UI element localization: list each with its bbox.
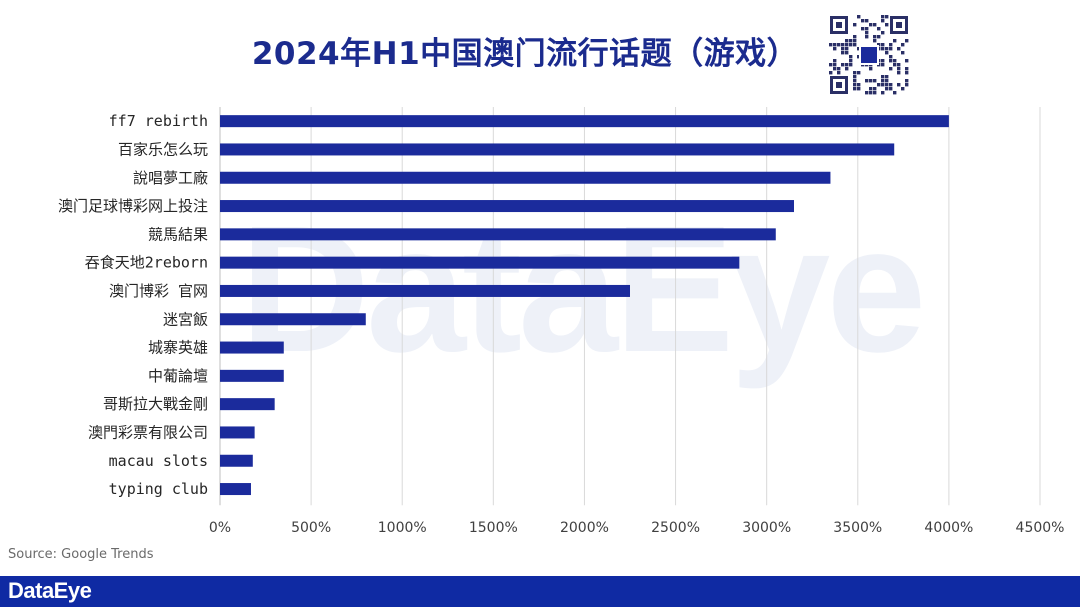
bar	[220, 313, 366, 326]
footer-bar: DataEye	[0, 576, 1080, 607]
bar	[220, 171, 831, 184]
x-tick-label: 4000%	[924, 520, 973, 536]
qr-code-icon	[828, 14, 910, 96]
category-label: 城寨英雄	[148, 339, 208, 357]
x-tick-label: 2000%	[560, 520, 609, 536]
bar	[220, 369, 284, 382]
bar-chart: ff7 rebirth 百家乐怎么玩說唱夢工廠澳门足球博彩网上投注競馬結果吞食天地…	[58, 107, 1065, 536]
category-label: ff7 rebirth	[109, 112, 208, 130]
category-label: 吞食天地2reborn	[85, 254, 208, 272]
category-label: 迷宮飯	[163, 310, 208, 328]
x-tick-label: 500%	[291, 520, 331, 536]
category-label: 說唱夢工廠	[133, 169, 208, 187]
category-label: 中葡論壇	[148, 367, 208, 385]
x-tick-label: 0%	[209, 520, 231, 536]
source-note: Source: Google Trends	[8, 547, 154, 562]
bar	[220, 200, 794, 213]
category-label: 澳门足球博彩网上投注	[58, 197, 208, 215]
x-tick-label: 3000%	[742, 520, 791, 536]
bar	[220, 483, 251, 496]
x-tick-label: 3500%	[833, 520, 882, 536]
category-label: 哥斯拉大戰金剛	[103, 395, 208, 413]
category-label: 澳門彩票有限公司	[88, 423, 208, 441]
category-label: macau slots	[109, 452, 208, 470]
x-tick-label: 1000%	[378, 520, 427, 536]
chart-title: 2024年H1中国澳门流行话题（游戏）	[251, 36, 799, 72]
bar	[220, 143, 895, 156]
x-tick-label: 2500%	[651, 520, 700, 536]
bar	[220, 398, 275, 411]
bar	[220, 426, 255, 439]
bar	[220, 256, 740, 269]
bar	[220, 454, 253, 467]
bar	[220, 228, 776, 241]
x-tick-label: 4500%	[1016, 520, 1065, 536]
category-label: typing club	[109, 480, 208, 498]
bar	[220, 341, 284, 354]
category-label: 競馬結果	[148, 225, 208, 243]
category-label: 澳门博彩 官网	[109, 282, 208, 300]
bar	[220, 115, 949, 128]
brand-logo: DataEye	[8, 578, 92, 603]
bar	[220, 284, 630, 297]
x-tick-label: 1500%	[469, 520, 518, 536]
category-label: 百家乐怎么玩	[118, 140, 208, 158]
